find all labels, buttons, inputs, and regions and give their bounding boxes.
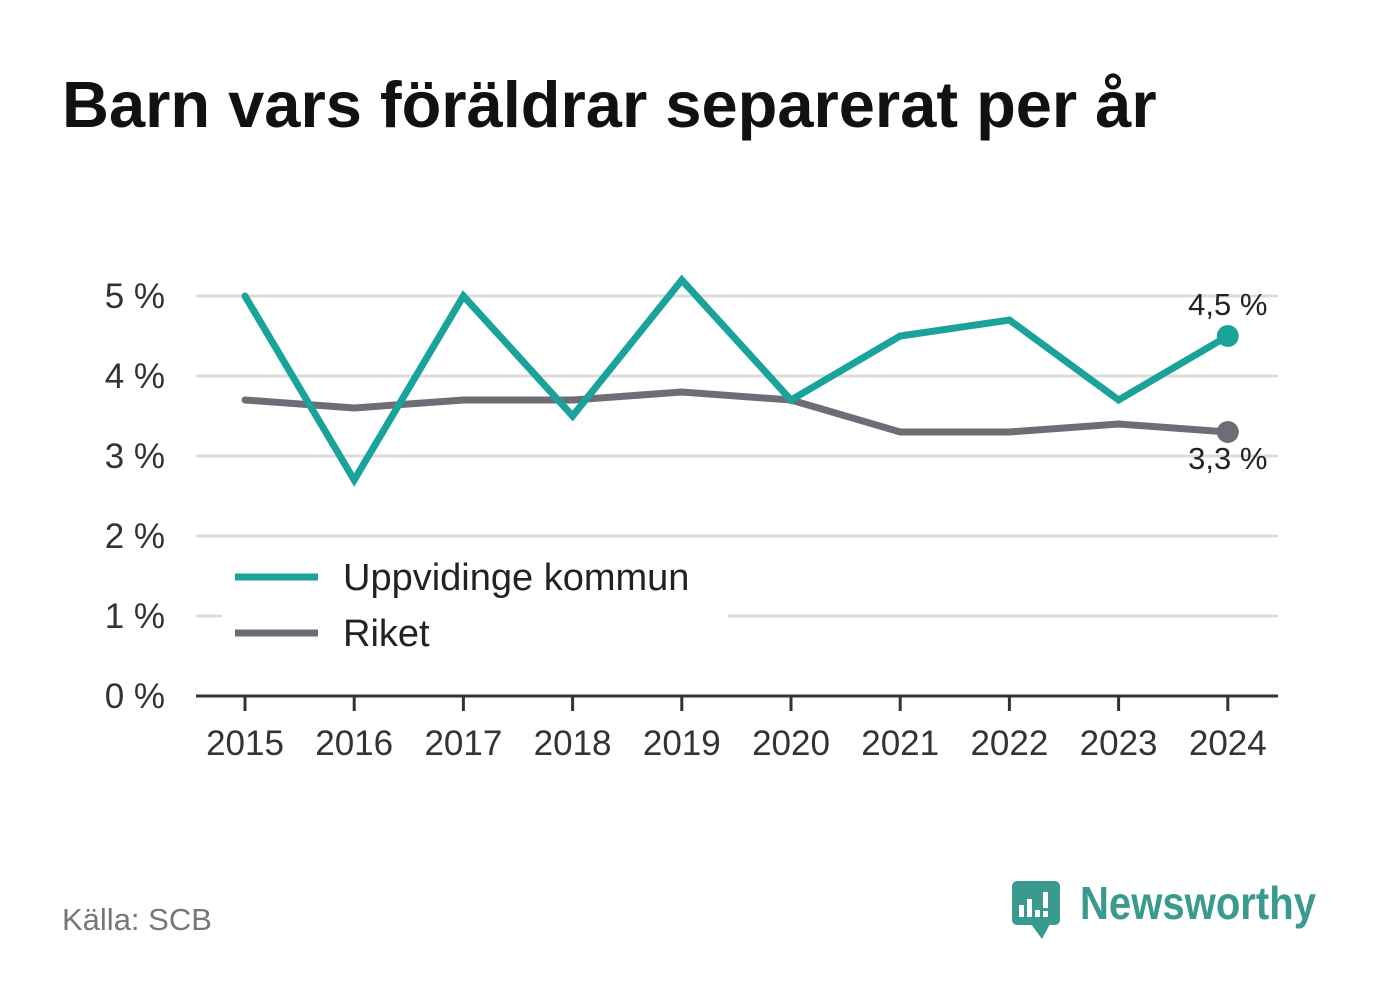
x-tick-label: 2019 bbox=[643, 724, 721, 763]
data-point-riket-2023 bbox=[1115, 420, 1123, 428]
series-line-uppvidinge bbox=[241, 274, 1230, 487]
data-point-riket-2017 bbox=[459, 396, 467, 404]
legend-background bbox=[222, 548, 728, 660]
data-point-uppvidinge-2015 bbox=[241, 292, 249, 300]
series-lines bbox=[241, 274, 1239, 487]
y-tick-label: 0 % bbox=[105, 677, 165, 716]
end-label-uppvidinge: 4,5 % bbox=[1188, 287, 1267, 322]
data-point-riket-2022 bbox=[1005, 428, 1013, 436]
data-point-riket-2018 bbox=[569, 396, 577, 404]
end-marker-riket bbox=[1216, 421, 1239, 443]
y-tick-label: 1 % bbox=[105, 597, 165, 636]
x-tick-label: 2018 bbox=[534, 724, 612, 763]
x-tick-label: 2022 bbox=[970, 724, 1048, 763]
x-tick-label: 2021 bbox=[861, 724, 939, 763]
y-tick-label: 3 % bbox=[105, 437, 165, 476]
end-labels: 3,3 % 4,5 % bbox=[1188, 287, 1267, 476]
data-point-uppvidinge-2021 bbox=[896, 332, 904, 340]
data-point-riket-2016 bbox=[350, 404, 358, 412]
x-tick-label: 2023 bbox=[1080, 724, 1158, 763]
y-tick-label: 5 % bbox=[105, 277, 165, 316]
data-point-riket-2019 bbox=[678, 388, 686, 396]
y-tick-label: 2 % bbox=[105, 517, 165, 556]
legend: Uppvidinge kommun Riket bbox=[222, 548, 728, 660]
data-point-riket-2015 bbox=[241, 396, 249, 404]
newsworthy-logo: Newsworthy bbox=[1012, 877, 1316, 939]
x-tick-label: 2017 bbox=[424, 724, 502, 763]
y-tick-label: 4 % bbox=[105, 357, 165, 396]
chart-title: Barn vars föräldrar separerat per år bbox=[62, 68, 1157, 141]
newsworthy-logo-text: Newsworthy bbox=[1080, 877, 1316, 929]
x-tick-label: 2024 bbox=[1189, 724, 1267, 763]
data-point-uppvidinge-2019 bbox=[678, 276, 686, 284]
x-tick-label: 2015 bbox=[206, 724, 284, 763]
source-label: Källa: SCB bbox=[62, 902, 212, 937]
data-point-uppvidinge-2018 bbox=[569, 412, 577, 420]
data-point-uppvidinge-2016 bbox=[350, 476, 358, 484]
legend-label-uppvidinge: Uppvidinge kommun bbox=[343, 557, 689, 599]
x-axis: 2015 2016 2017 2018 2019 2020 2021 2022 2023 2024 bbox=[196, 694, 1278, 763]
legend-label-riket: Riket bbox=[343, 613, 430, 655]
gridlines bbox=[196, 294, 1278, 618]
x-tick-label: 2016 bbox=[315, 724, 393, 763]
series-line-riket bbox=[244, 388, 1229, 436]
data-point-uppvidinge-2017 bbox=[459, 292, 467, 300]
data-point-riket-2021 bbox=[896, 428, 904, 436]
data-point-uppvidinge-2020 bbox=[787, 396, 795, 404]
y-axis-labels: 0 % 1 % 2 % 3 % 4 % 5 % bbox=[105, 277, 165, 716]
x-tick-label: 2020 bbox=[752, 724, 830, 763]
newsworthy-logo-icon bbox=[1012, 881, 1060, 939]
end-marker-uppvidinge bbox=[1216, 325, 1239, 347]
end-label-riket: 3,3 % bbox=[1188, 441, 1267, 476]
data-point-uppvidinge-2023 bbox=[1115, 396, 1123, 404]
data-point-uppvidinge-2022 bbox=[1005, 316, 1013, 324]
